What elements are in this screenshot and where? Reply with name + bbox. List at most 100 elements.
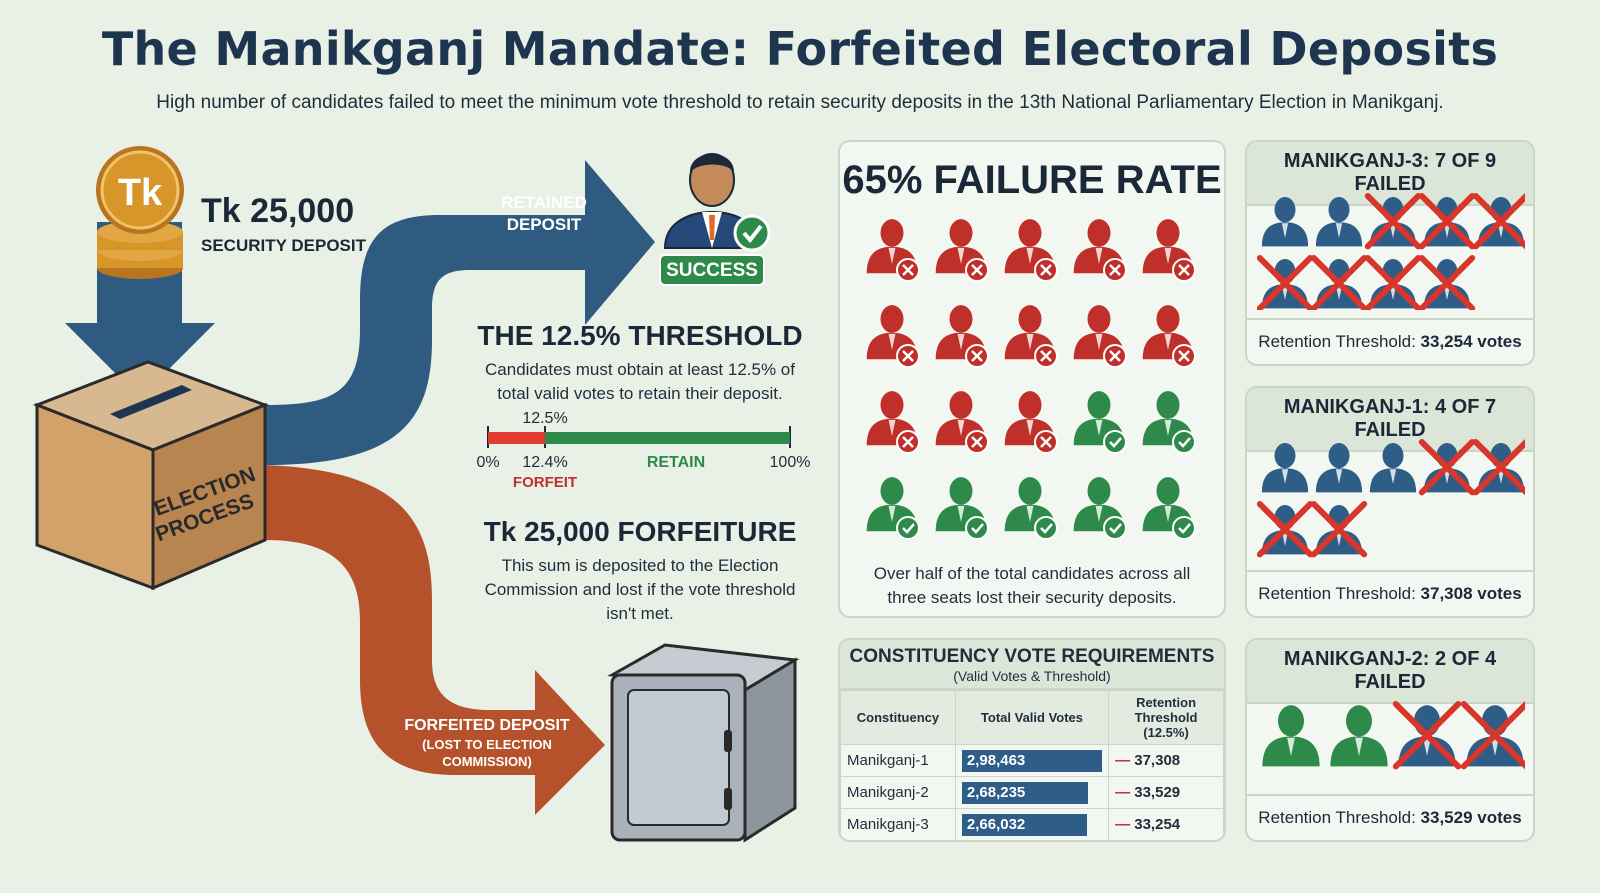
failed-candidate-icon xyxy=(1142,305,1196,368)
forfeiture-text-3: isn't met. xyxy=(606,604,674,623)
deposit-label: SECURITY DEPOSIT xyxy=(201,236,366,255)
row-constituency: Manikganj-1 xyxy=(840,744,956,777)
requirements-subtitle: (Valid Votes & Threshold) xyxy=(953,668,1111,684)
passed-candidate-icon xyxy=(1330,705,1388,767)
axis-start-label: 0% xyxy=(476,454,499,471)
forfeiture-text-2: Commission and lost if the vote threshol… xyxy=(484,580,796,599)
constituency-panel-manikganj-1: MANIKGANJ-1: 4 OF 7 FAILED Retention Thr… xyxy=(1245,386,1535,618)
failed-candidate-icon xyxy=(1257,255,1314,310)
candidate-icons xyxy=(1257,193,1525,310)
failed-candidate-icon xyxy=(1004,305,1058,368)
failed-candidate-icon xyxy=(1004,391,1058,454)
threshold-text-1: Candidates must obtain at least 12.5% of xyxy=(485,360,795,379)
success-label: SUCCESS xyxy=(666,260,758,281)
passed-candidate-icon xyxy=(1261,443,1309,493)
success-badge xyxy=(659,254,765,286)
passed-candidate-icon xyxy=(935,477,989,540)
ballot-box-icon xyxy=(32,360,270,591)
failed-candidate-icon xyxy=(1073,305,1127,368)
failed-candidate-icon xyxy=(935,391,989,454)
constituency-panel-title: MANIKGANJ-1: 4 OF 7 FAILED xyxy=(1247,388,1533,452)
passed-candidate-icon xyxy=(866,477,920,540)
col-threshold: Retention Threshold (12.5%) xyxy=(1108,690,1224,745)
failure-caption-2: three seats lost their security deposits… xyxy=(887,588,1177,607)
axis-end-label: 100% xyxy=(770,454,811,471)
forfeited-label-3: COMMISSION) xyxy=(442,754,532,769)
page-title: The Manikganj Mandate: Forfeited Elector… xyxy=(101,22,1499,76)
footer-value: 33,529 votes xyxy=(1420,808,1522,827)
failure-caption-1: Over half of the total candidates across… xyxy=(873,564,1191,583)
threshold-description: Candidates must obtain at least 12.5% of… xyxy=(440,358,840,406)
retain-label: RETAIN xyxy=(647,454,705,471)
failed-candidate-icon xyxy=(1073,219,1127,282)
table-row: Manikganj-1 2,98,463 — 37,308 xyxy=(840,744,1224,777)
threshold-dash-icon: — xyxy=(1115,816,1135,833)
success-person-icon xyxy=(663,153,771,252)
passed-candidate-icon xyxy=(1262,705,1320,767)
votes-bar: 2,68,235 xyxy=(961,781,1088,804)
failed-candidate-icon xyxy=(866,219,920,282)
votes-bar: 2,98,463 xyxy=(961,749,1102,772)
retention-threshold: Retention Threshold: 33,254 votes xyxy=(1247,318,1533,364)
col-threshold-2: Threshold (12.5%) xyxy=(1134,710,1198,740)
failure-caption: Over half of the total candidates across… xyxy=(840,562,1224,610)
forfeited-arrow xyxy=(265,465,605,815)
coin-stack-icon xyxy=(96,146,184,279)
passed-candidate-icon xyxy=(1142,477,1196,540)
passed-candidate-icon xyxy=(1369,443,1417,493)
failed-candidate-icon xyxy=(1392,701,1462,770)
failed-candidate-icon xyxy=(1310,501,1368,558)
axis-low-label: 12.4% xyxy=(522,454,567,471)
row-constituency: Manikganj-2 xyxy=(840,776,956,809)
candidate-icons xyxy=(1257,439,1525,558)
failed-candidate-icon xyxy=(1472,439,1525,496)
failure-rate-panel: 65% FAILURE RATE Over half of the total … xyxy=(838,140,1226,618)
col-total-votes: Total Valid Votes xyxy=(954,690,1110,745)
footer-label: Retention Threshold: xyxy=(1258,808,1416,827)
constituency-panel-manikganj-2: MANIKGANJ-2: 2 OF 4 FAILED Retention Thr… xyxy=(1245,638,1535,842)
passed-candidate-icon xyxy=(1142,391,1196,454)
retention-threshold: Retention Threshold: 33,529 votes xyxy=(1247,794,1533,840)
threshold-dash-icon: — xyxy=(1115,784,1135,801)
forfeiture-heading: Tk 25,000 FORFEITURE xyxy=(483,516,797,547)
failure-rate-heading: 65% FAILURE RATE xyxy=(842,158,1222,202)
row-threshold: 33,254 xyxy=(1134,816,1181,833)
row-threshold: 33,529 xyxy=(1134,784,1181,801)
failed-candidate-icon xyxy=(1418,193,1476,250)
retain-segment xyxy=(545,432,790,444)
vote-requirements-panel: CONSTITUENCY VOTE REQUIREMENTS (Valid Vo… xyxy=(838,638,1226,842)
requirements-title: CONSTITUENCY VOTE REQUIREMENTS xyxy=(849,646,1215,667)
table-row: Manikganj-3 2,66,032 — 33,254 xyxy=(840,808,1224,840)
footer-label: Retention Threshold: xyxy=(1258,584,1416,603)
footer-value: 37,308 votes xyxy=(1420,584,1522,603)
forfeiture-text-1: This sum is deposited to the Election xyxy=(501,556,779,575)
passed-candidate-icon xyxy=(1073,477,1127,540)
forfeit-segment xyxy=(488,432,545,444)
passed-candidate-icon xyxy=(1261,197,1309,247)
page-subtitle: High number of candidates failed to meet… xyxy=(156,92,1444,113)
failed-candidate-icon xyxy=(866,391,920,454)
footer-label: Retention Threshold: xyxy=(1258,332,1416,351)
retained-label-2: DEPOSIT xyxy=(507,215,582,234)
passed-candidate-icon xyxy=(1004,477,1058,540)
passed-candidate-icon xyxy=(1315,443,1363,493)
failed-candidate-icon xyxy=(1364,193,1422,250)
retained-arrow xyxy=(265,160,655,465)
constituency-panel-title: MANIKGANJ-3: 7 OF 9 FAILED xyxy=(1247,142,1533,206)
col-threshold-1: Retention xyxy=(1136,695,1197,710)
forfeited-label-2: (LOST TO ELECTION xyxy=(422,737,552,752)
failed-candidate-icon xyxy=(1418,439,1476,496)
passed-candidate-icon xyxy=(1315,197,1363,247)
votes-bar: 2,66,032 xyxy=(961,813,1087,836)
requirements-table: Constituency Total Valid Votes Retention… xyxy=(840,690,1224,840)
failed-candidate-icon xyxy=(866,305,920,368)
safe-icon xyxy=(607,643,800,843)
constituency-panel-manikganj-3: MANIKGANJ-3: 7 OF 9 FAILED Retention Thr… xyxy=(1245,140,1535,366)
deposit-amount: Tk 25,000 xyxy=(201,192,355,230)
table-row: Manikganj-2 2,68,235 — 33,529 xyxy=(840,776,1224,809)
candidate-icons xyxy=(1262,701,1525,770)
passed-candidate-icon xyxy=(1073,391,1127,454)
constituency-panel-title: MANIKGANJ-2: 2 OF 4 FAILED xyxy=(1247,640,1533,704)
row-threshold: 37,308 xyxy=(1134,752,1181,769)
threshold-marker-label: 12.5% xyxy=(522,410,567,427)
